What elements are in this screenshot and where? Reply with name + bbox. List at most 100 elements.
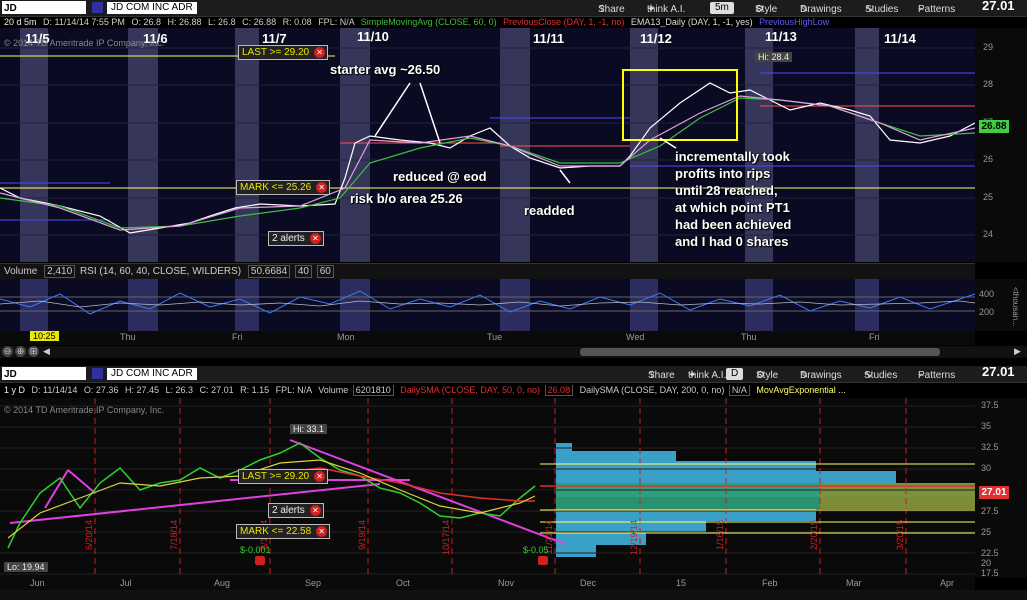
top-range: R: 0.08 — [282, 17, 312, 27]
top-alert-count[interactable]: 2 alerts ✕ — [268, 231, 324, 246]
top-highlight-box — [622, 69, 738, 141]
exp-date-5: 10/17/14 — [441, 520, 451, 556]
top-time-axis[interactable]: Thu Fri Mon Tue Wed Thu Fri 10:25 — [0, 331, 975, 345]
bottom-low: L: 26.3 — [165, 385, 194, 395]
scroll-right-icon[interactable]: ▶ — [1014, 346, 1021, 356]
top-current-price-badge: 26.88 — [979, 120, 1009, 133]
x-day-thu: Thu — [120, 332, 136, 342]
close-icon[interactable]: ✕ — [314, 47, 326, 58]
top-symbol-box[interactable]: JD — [2, 1, 82, 14]
bottom-scroll-row — [0, 590, 1027, 600]
studies-icon: ∿ — [865, 4, 874, 15]
top-aggregation-button[interactable]: 5m — [710, 2, 734, 14]
top-fpl: FPL: N/A — [318, 17, 355, 27]
bottom-symbol-input[interactable]: JD — [2, 367, 86, 380]
bottom-price-axis[interactable]: 37.5 35 32.5 30 27.5 25 22.5 20 17.5 27.… — [975, 398, 1027, 578]
month-jul: Jul — [120, 578, 132, 588]
top-price-chart[interactable] — [0, 28, 1027, 262]
top-ind-prev[interactable]: PreviousClose (DAY, 1, -1, no) — [503, 17, 625, 27]
top-tick-29: 29 — [983, 42, 994, 52]
bottom-aggregation-button[interactable]: D — [726, 368, 744, 380]
day-label-11-13: 11/13 — [765, 29, 797, 44]
pencil-icon: ✎ — [800, 4, 809, 15]
expand-icon[interactable]: ⊞ — [28, 346, 39, 357]
b-tick-35: 35 — [981, 421, 992, 431]
exp-date-8: 1/16/15 — [715, 520, 725, 551]
top-tick-28: 28 — [983, 79, 994, 89]
earnings-icon[interactable] — [538, 556, 548, 565]
bottom-ind-ema[interactable]: MovAvgExponential ... — [756, 385, 846, 395]
bottom-ind-sma200[interactable]: DailySMA (CLOSE, DAY, 200, 0, no) — [579, 385, 725, 395]
top-volume-value: 2,410 — [44, 265, 76, 278]
top-after-hours-shading — [20, 28, 879, 262]
top-period[interactable]: 20 d 5m — [4, 17, 37, 27]
bottom-company-name: JD COM INC ADR — [107, 368, 197, 380]
top-close: C: 26.88 — [242, 17, 277, 27]
bottom-high: H: 27.45 — [124, 385, 159, 395]
top-high: H: 26.88 — [167, 17, 202, 27]
close-icon[interactable]: ✕ — [316, 526, 328, 537]
top-ind-prevhl[interactable]: PreviousHighLow — [759, 17, 830, 27]
annotation-risk: risk b/o area 25.26 — [350, 191, 463, 206]
bottom-hi-label: Hi: 33.1 — [290, 424, 328, 434]
bottom-last-price: 27.01 — [982, 364, 1015, 379]
close-icon[interactable]: ✕ — [309, 233, 321, 244]
scroll-left-icon[interactable]: ◀ — [43, 346, 50, 356]
gear-icon: ⚙ — [755, 4, 764, 15]
top-volume-label[interactable]: Volume — [4, 266, 38, 277]
top-alert-last[interactable]: LAST >= 29.20 ✕ — [238, 45, 329, 60]
top-scrollbar-thumb[interactable] — [580, 348, 940, 356]
bottom-price-chart[interactable] — [0, 398, 975, 578]
bottom-alert-last[interactable]: LAST >= 29.20 ✕ — [238, 469, 329, 484]
b-tick-32-5: 32.5 — [981, 442, 999, 452]
dividend-1: $-0.001 — [240, 545, 271, 555]
top-rsi-panel[interactable] — [0, 279, 975, 331]
studies-icon: ∿ — [864, 370, 873, 381]
b-tick-22-5: 22.5 — [981, 548, 999, 558]
top-annotation-arrows — [374, 82, 677, 184]
zoom-out-icon[interactable]: ⊖ — [2, 346, 13, 357]
gear-icon: ⚙ — [756, 370, 765, 381]
zoom-in-icon[interactable]: ⊕ — [15, 346, 26, 357]
bottom-alert-count[interactable]: 2 alerts ✕ — [268, 503, 324, 518]
bottom-close: C: 27.01 — [199, 385, 234, 395]
annotation-reduced: reduced @ eod — [393, 169, 487, 184]
bottom-period[interactable]: 1 y D — [4, 385, 26, 395]
top-hi-label: Hi: 28.4 — [755, 52, 793, 62]
b-tick-27-5: 27.5 — [981, 506, 999, 516]
top-price-axis[interactable]: 29 28 27 26 25 24 26.88 — [975, 28, 1027, 262]
close-icon[interactable]: ✕ — [309, 505, 321, 516]
bottom-time-axis[interactable]: Jun Jul Aug Sep Oct Nov Dec 15 Feb Mar A… — [0, 578, 975, 590]
close-icon[interactable]: ✕ — [316, 182, 328, 193]
top-copyright: © 2014 TD Ameritrade IP Company, Inc. — [4, 38, 165, 48]
month-sep: Sep — [305, 578, 322, 588]
top-ind-sma[interactable]: SimpleMovingAvg (CLOSE, 60, 0) — [360, 17, 497, 27]
bottom-open: O: 27.36 — [83, 385, 119, 395]
top-toolbar-right: JD JD COM INC ADR ⇪ Share ✦ think A.I. 5… — [2, 0, 1015, 15]
month-nov: Nov — [498, 578, 515, 588]
top-rsi-label[interactable]: RSI (14, 60, 40, CLOSE, WILDERS) — [79, 266, 242, 277]
share-icon: ⇪ — [648, 370, 657, 381]
bottom-fpl: FPL: N/A — [275, 385, 312, 395]
earnings-icon[interactable] — [255, 556, 265, 565]
top-link-icon[interactable] — [92, 2, 103, 13]
x-day-mon: Mon — [337, 332, 355, 342]
day-label-11-7: 11/7 — [262, 31, 287, 46]
month-oct: Oct — [396, 578, 411, 588]
top-ind-ema[interactable]: EMA13_Daily (DAY, 1, -1, yes) — [630, 17, 753, 27]
x-day-fri-2: Fri — [869, 332, 880, 342]
top-grid — [0, 47, 975, 236]
exp-date-2: 7/18/14 — [169, 520, 179, 551]
day-label-11-12: 11/12 — [640, 31, 672, 46]
bottom-volume-label[interactable]: Volume — [318, 385, 349, 395]
bottom-link-icon[interactable] — [92, 368, 103, 379]
bottom-alert-mark[interactable]: MARK <= 22.58 ✕ — [236, 524, 331, 539]
bottom-ema-line — [7, 459, 536, 539]
top-alert-mark[interactable]: MARK <= 25.26 ✕ — [236, 180, 331, 195]
bottom-ind-sma50[interactable]: DailySMA (CLOSE, DAY, 50, 0, no) — [400, 385, 541, 395]
close-icon[interactable]: ✕ — [314, 471, 326, 482]
top-quote-bar: 20 d 5m D: 11/14/14 7:55 PM O: 26.8 H: 2… — [4, 17, 1027, 28]
b-tick-20: 20 — [981, 558, 992, 568]
top-rsi-axis: 400 200 <thousan... — [975, 279, 1027, 331]
top-rsi-value: 50.6684 — [247, 265, 291, 278]
